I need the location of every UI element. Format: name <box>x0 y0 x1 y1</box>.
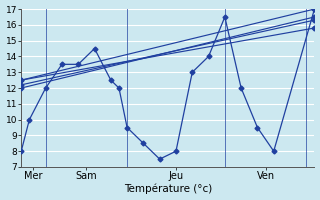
X-axis label: Température (°c): Température (°c) <box>124 184 212 194</box>
